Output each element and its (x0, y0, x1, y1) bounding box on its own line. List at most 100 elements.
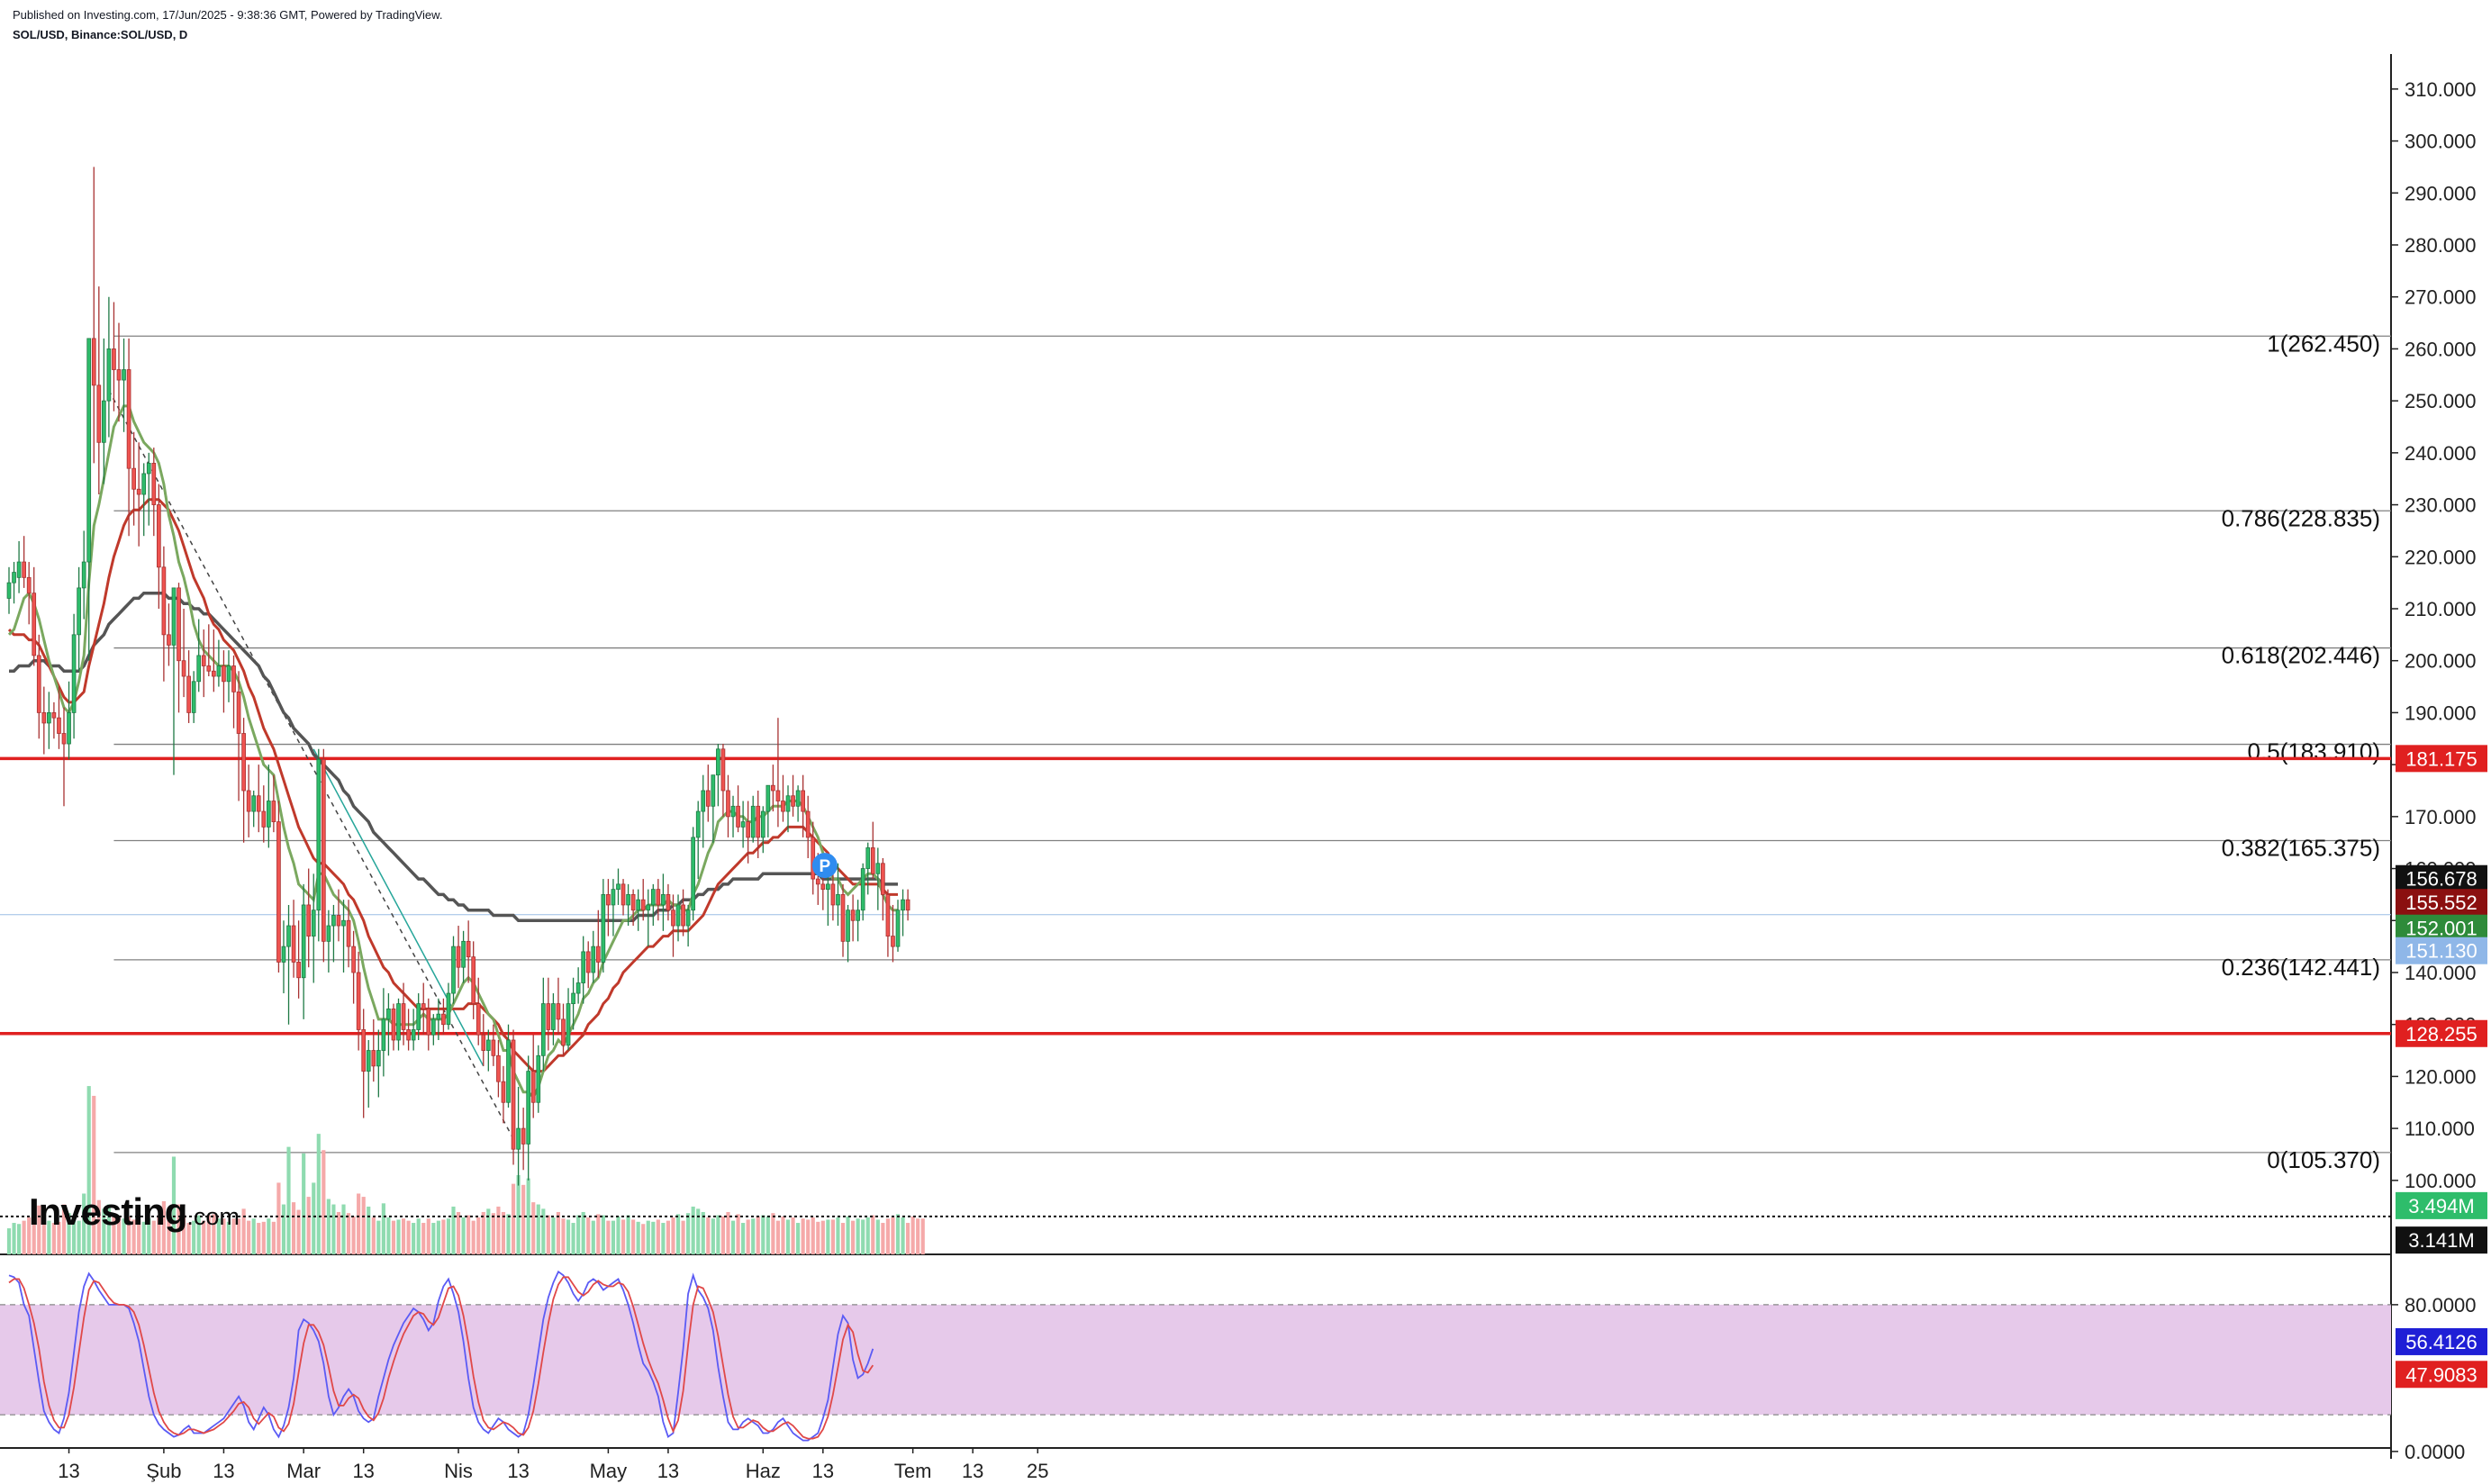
candle-body (611, 889, 616, 906)
candle-body (91, 338, 96, 386)
candle-body (6, 582, 12, 599)
price-tick-label: 120.000 (2405, 1065, 2477, 1088)
candle-body (106, 348, 112, 402)
volume-bar (566, 1219, 571, 1254)
moving-average-slow (9, 591, 898, 923)
volume-bar (236, 1218, 241, 1254)
volume-bar (875, 1219, 880, 1254)
candle-body (870, 847, 875, 874)
candle-body (126, 369, 131, 469)
volume-bar (357, 1193, 361, 1254)
candle-body (71, 634, 77, 713)
volume-bar (96, 1199, 101, 1254)
volume-bar (281, 1204, 286, 1254)
volume-bar (641, 1224, 646, 1254)
date-tick-label: Şub (146, 1460, 181, 1482)
candle-body (746, 821, 751, 838)
candle-body (12, 572, 16, 584)
volume-bar (851, 1220, 856, 1254)
volume-bar (531, 1202, 536, 1254)
volume-bar (251, 1218, 256, 1254)
volume-bar (441, 1219, 446, 1254)
volume-bar (412, 1223, 416, 1254)
date-tick-label: Haz (746, 1460, 781, 1482)
candle-body (102, 400, 106, 443)
volume-bar (581, 1211, 585, 1254)
volume-bar (276, 1182, 281, 1254)
price-tick-label: 290.000 (2405, 182, 2477, 204)
volume-bar (701, 1211, 705, 1254)
candle-body (376, 1050, 381, 1067)
date-tick-label: 13 (507, 1460, 529, 1482)
volume-bar (561, 1218, 566, 1254)
volume-bar (675, 1214, 681, 1254)
volume-bar (351, 1216, 356, 1254)
candle-body (371, 1050, 376, 1067)
volume-bar (461, 1217, 466, 1254)
volume-bar (491, 1213, 495, 1254)
price-tag (2396, 1019, 2487, 1047)
volume-bar (881, 1223, 885, 1254)
volume-bar (202, 1220, 206, 1254)
volume-bar (67, 1213, 71, 1254)
candle-body (875, 863, 881, 874)
candle-body (286, 925, 291, 947)
volume-bar (711, 1218, 715, 1254)
volume-bar (186, 1223, 191, 1254)
price-tag-text: 152.001 (2405, 918, 2477, 940)
volume-bar (861, 1219, 865, 1254)
candle-body (820, 883, 826, 891)
volume-bar (192, 1220, 196, 1254)
trendline (108, 390, 514, 1140)
candle-body (16, 561, 22, 578)
volume-bar (157, 1215, 161, 1254)
volume-bar (27, 1217, 32, 1254)
investing-logo: Investing.com (29, 1190, 240, 1233)
volume-bar (406, 1220, 411, 1254)
candle-body (346, 919, 351, 947)
volume-bar (891, 1217, 895, 1254)
volume-bar (341, 1204, 346, 1254)
candle-body (146, 462, 151, 475)
price-tick-label: 310.000 (2405, 78, 2477, 101)
volume-bar (141, 1221, 146, 1254)
candle-body (51, 712, 57, 719)
volume-bar (765, 1216, 770, 1254)
volume-bar (171, 1156, 177, 1254)
volume-bar (92, 1095, 96, 1254)
candle-body (361, 1029, 367, 1072)
volume-bar (856, 1218, 860, 1254)
volume-bar (346, 1213, 351, 1254)
stochastic-d-line (8, 1276, 874, 1440)
volume-tag (2396, 1191, 2487, 1219)
volume-bar (791, 1217, 795, 1254)
volume-bar (331, 1204, 336, 1254)
volume-bar (226, 1221, 231, 1254)
candle-body (630, 894, 636, 911)
candle-body (301, 904, 306, 979)
candle-body (815, 878, 820, 885)
volume-bar (57, 1221, 61, 1254)
candle-body (551, 1003, 556, 1030)
candle-body (57, 717, 61, 734)
price-tick-label: 140.000 (2405, 962, 2477, 984)
candle-body (726, 790, 730, 818)
volume-bar (506, 1214, 511, 1254)
candle-body (22, 561, 26, 578)
volume-bar (381, 1203, 385, 1254)
volume-bar (47, 1220, 51, 1254)
volume-bar (910, 1216, 915, 1254)
price-tag (2396, 937, 2487, 964)
volume-bar (137, 1220, 141, 1254)
candle-body (177, 587, 181, 662)
stochastic-tick-label: 80.0000 (2405, 1294, 2477, 1317)
candle-body (196, 655, 202, 683)
volume-bar (416, 1218, 421, 1254)
stochastic-band (0, 1304, 2391, 1416)
volume-bar (521, 1184, 526, 1254)
volume-bar (801, 1218, 805, 1254)
candle-body (96, 385, 102, 443)
candle-body (406, 1029, 411, 1041)
price-tag-text: 181.175 (2405, 747, 2477, 770)
